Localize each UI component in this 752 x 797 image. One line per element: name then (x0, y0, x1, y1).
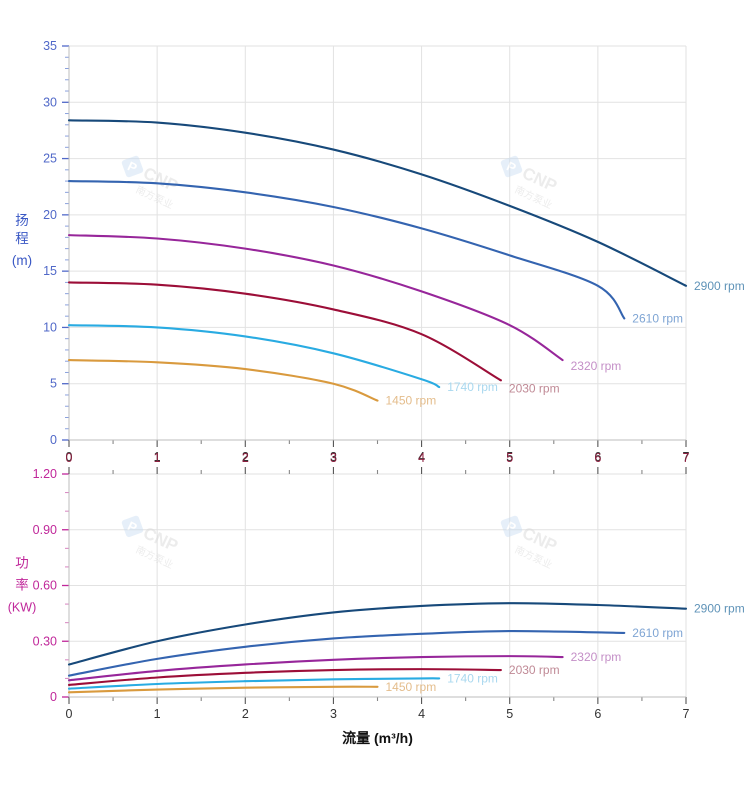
svg-text:6: 6 (594, 451, 601, 465)
svg-text:4: 4 (418, 707, 425, 721)
svg-text:7: 7 (683, 451, 690, 465)
svg-text:(m): (m) (12, 253, 32, 268)
svg-text:15: 15 (43, 264, 57, 278)
svg-text:功: 功 (15, 556, 29, 571)
svg-text:0: 0 (66, 451, 73, 465)
svg-text:4: 4 (418, 451, 425, 465)
svg-text:2: 2 (242, 451, 249, 465)
svg-text:1740 rpm: 1740 rpm (447, 671, 498, 685)
svg-text:率: 率 (15, 577, 29, 593)
svg-text:0.60: 0.60 (33, 579, 57, 593)
svg-text:0: 0 (50, 433, 57, 447)
svg-text:6: 6 (594, 707, 601, 721)
svg-text:10: 10 (43, 320, 57, 334)
svg-text:1.20: 1.20 (33, 467, 57, 481)
svg-text:1740 rpm: 1740 rpm (447, 380, 498, 394)
svg-text:5: 5 (506, 451, 513, 465)
svg-text:扬: 扬 (15, 213, 29, 228)
svg-text:2900 rpm: 2900 rpm (694, 602, 745, 616)
svg-text:3: 3 (330, 707, 337, 721)
svg-text:7: 7 (683, 707, 690, 721)
svg-text:20: 20 (43, 208, 57, 222)
svg-text:2320 rpm: 2320 rpm (571, 359, 622, 373)
svg-text:3: 3 (330, 451, 337, 465)
svg-text:1: 1 (154, 451, 161, 465)
svg-text:2610 rpm: 2610 rpm (632, 311, 683, 325)
svg-text:0.90: 0.90 (33, 523, 57, 537)
svg-text:流量 (m³/h): 流量 (m³/h) (342, 730, 413, 746)
svg-text:2030 rpm: 2030 rpm (509, 381, 560, 395)
svg-text:35: 35 (43, 39, 57, 53)
svg-text:0.30: 0.30 (33, 634, 57, 648)
svg-text:2610 rpm: 2610 rpm (632, 626, 683, 640)
svg-text:程: 程 (15, 231, 29, 246)
svg-text:2030 rpm: 2030 rpm (509, 663, 560, 677)
svg-text:5: 5 (506, 707, 513, 721)
svg-text:1450 rpm: 1450 rpm (386, 680, 437, 694)
svg-text:0: 0 (50, 690, 57, 704)
svg-text:2320 rpm: 2320 rpm (571, 650, 622, 664)
svg-text:2900 rpm: 2900 rpm (694, 279, 745, 293)
svg-text:2: 2 (242, 707, 249, 721)
svg-text:30: 30 (43, 95, 57, 109)
svg-text:1: 1 (154, 707, 161, 721)
svg-text:25: 25 (43, 152, 57, 166)
svg-text:1450 rpm: 1450 rpm (386, 394, 437, 408)
svg-text:(KW): (KW) (8, 601, 36, 615)
svg-text:0: 0 (66, 707, 73, 721)
svg-text:5: 5 (50, 377, 57, 391)
